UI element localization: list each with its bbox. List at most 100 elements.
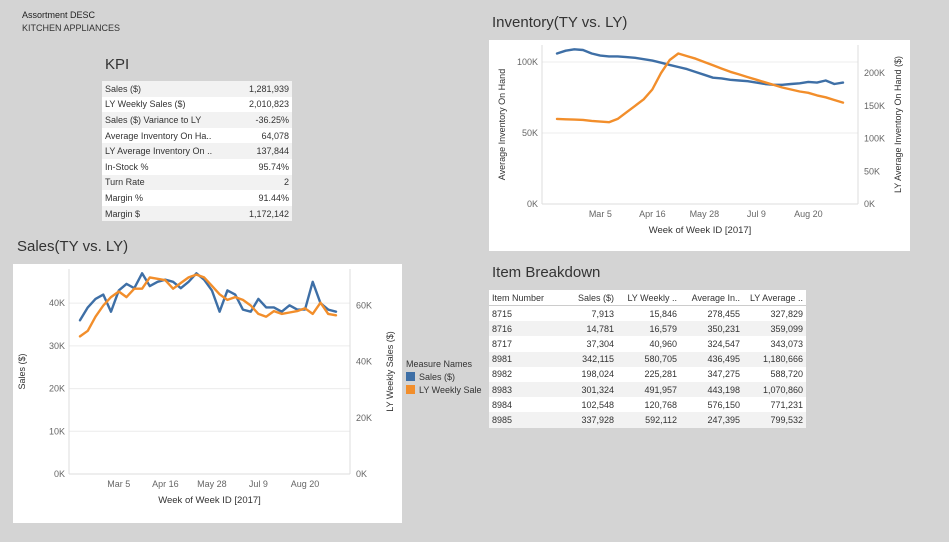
- sales-chart[interactable]: 0K 10K 20K 30K 40K 0K 20K 40K 60K Mar 5 Apr 16 May …: [13, 264, 402, 523]
- column-header[interactable]: Average In..: [680, 290, 743, 306]
- kpi-label: Sales ($): [105, 83, 142, 94]
- y-left-axis-label: Average Inventory On Hand: [497, 69, 507, 180]
- y-right-axis-label: LY Weekly Sales ($): [385, 331, 395, 412]
- table-cell: 8983: [492, 384, 513, 395]
- table-cell: 443,198: [707, 384, 740, 395]
- inventory-chart-title: Inventory(TY vs. LY): [492, 14, 628, 31]
- table-cell: 8984: [492, 399, 513, 410]
- table-cell: 1,180,666: [762, 354, 803, 365]
- y-right-tick-label: 0K: [356, 469, 367, 479]
- sales-chart-title: Sales(TY vs. LY): [17, 238, 129, 255]
- legend-title: Measure Names: [406, 359, 473, 369]
- column-header[interactable]: LY Average ..: [743, 290, 806, 306]
- y-right-tick-label: 40K: [356, 357, 372, 367]
- y-right-axis-label: LY Average Inventory On Hand ($): [893, 56, 903, 193]
- table-cell: 301,324: [581, 384, 614, 395]
- kpi-value: 95.74%: [258, 161, 289, 172]
- table-cell: 592,112: [645, 414, 677, 425]
- y-left-tick-label: 40K: [49, 298, 65, 308]
- kpi-label: Margin %: [105, 192, 144, 203]
- kpi-row: Margin % 91.44%: [102, 190, 292, 206]
- table-cell: 8717: [492, 338, 513, 349]
- kpi-row: Sales ($) 1,281,939: [102, 81, 292, 97]
- column-header[interactable]: Item Number: [489, 290, 557, 306]
- table-cell: 102,548: [581, 399, 614, 410]
- y-left-tick-label: 0K: [527, 199, 538, 209]
- table-row[interactable]: 8716 14,781 16,579 350,231 359,099: [489, 321, 806, 337]
- table-cell: 8982: [492, 369, 513, 380]
- item-breakdown-table: Item Number Sales ($) LY Weekly .. Average …: [489, 290, 806, 428]
- x-tick-label: Jul 9: [249, 479, 268, 489]
- table-cell: 337,928: [581, 414, 614, 425]
- kpi-label: Margin $: [105, 208, 141, 219]
- table-cell: 8985: [492, 414, 513, 425]
- x-tick-label: Mar 5: [107, 479, 130, 489]
- legend-item-sales[interactable]: Sales ($): [406, 372, 482, 382]
- kpi-value: 2: [283, 177, 289, 188]
- series-line[interactable]: [555, 48, 845, 86]
- kpi-value: 137,844: [256, 146, 289, 157]
- y-left-tick-label: 50K: [522, 128, 538, 138]
- y-left-tick-label: 100K: [517, 57, 538, 67]
- kpi-row: In-Stock % 95.74%: [102, 159, 292, 175]
- table-cell: 278,455: [707, 308, 740, 319]
- table-row[interactable]: 8983 301,324 491,957 443,198 1,070,860: [489, 381, 806, 398]
- table-cell: 1,070,860: [762, 384, 803, 395]
- sales-chart-panel[interactable]: 0K 10K 20K 30K 40K 0K 20K 40K 60K Mar 5 Apr 16 May …: [13, 264, 402, 523]
- kpi-value: 2,010,823: [248, 99, 289, 110]
- table-cell: 8981: [492, 354, 513, 365]
- table-row[interactable]: 8985 337,928 592,112 247,395 799,532: [489, 412, 806, 428]
- kpi-value: 64,078: [261, 130, 289, 141]
- column-header[interactable]: LY Weekly ..: [617, 290, 680, 306]
- x-axis-label: Week of Week ID [2017]: [649, 225, 752, 236]
- kpi-row: LY Average Inventory On .. 137,844: [102, 143, 292, 159]
- y-left-tick-label: 0K: [54, 469, 65, 479]
- table-cell: 327,829: [770, 308, 803, 319]
- series-line[interactable]: [78, 272, 338, 322]
- table-cell: 359,099: [770, 323, 803, 334]
- y-left-tick-label: 10K: [49, 426, 65, 436]
- legend-label-ly: LY Weekly Sale: [419, 385, 482, 395]
- kpi-label: Sales ($) Variance to LY: [105, 114, 202, 125]
- table-cell: 576,150: [707, 399, 740, 410]
- table-row[interactable]: 8982 198,024 225,281 347,275 588,720: [489, 367, 806, 382]
- table-row[interactable]: 8717 37,304 40,960 324,547 343,073: [489, 336, 806, 351]
- series-line[interactable]: [555, 52, 845, 124]
- table-row[interactable]: 8984 102,548 120,768 576,150 771,231: [489, 397, 806, 412]
- kpi-title: KPI: [105, 56, 130, 73]
- table-cell: 225,281: [644, 369, 677, 380]
- table-row[interactable]: 8715 7,913 15,846 278,455 327,829: [489, 306, 806, 322]
- series-line[interactable]: [78, 273, 338, 338]
- table-cell: 8716: [492, 323, 513, 334]
- measure-legend: Measure Names Sales ($) LY Weekly Sale: [406, 359, 482, 395]
- column-header[interactable]: Sales ($): [557, 290, 617, 306]
- kpi-table: Sales ($) 1,281,939 LY Weekly Sales ($) 2,0…: [102, 81, 292, 222]
- legend-swatch-sales: [406, 372, 415, 381]
- x-tick-label: Apr 16: [152, 479, 179, 489]
- kpi-row: Turn Rate 2: [102, 174, 292, 191]
- y-left-tick-label: 30K: [49, 341, 65, 351]
- table-cell: 342,115: [582, 354, 614, 365]
- y-right-tick-label: 150K: [864, 101, 885, 111]
- y-left-axis-label: Sales ($): [17, 353, 27, 389]
- x-tick-label: Aug 20: [794, 209, 823, 219]
- x-tick-label: May 28: [197, 479, 227, 489]
- kpi-label: Average Inventory On Ha..: [105, 130, 212, 141]
- inventory-chart[interactable]: 0K 50K 100K 0K 50K 100K 150K 200K Mar 5 Apr 16 May…: [489, 40, 910, 251]
- kpi-value: 1,281,939: [248, 83, 289, 94]
- table-cell: 14,781: [586, 323, 614, 334]
- kpi-value: 1,172,142: [248, 208, 289, 219]
- table-cell: 8715: [492, 308, 513, 319]
- inventory-chart-panel[interactable]: 0K 50K 100K 0K 50K 100K 150K 200K Mar 5 Apr 16 May…: [489, 40, 910, 251]
- kpi-value: -36.25%: [255, 114, 289, 125]
- table-cell: 247,395: [707, 414, 740, 425]
- legend-item-ly-weekly-sales[interactable]: LY Weekly Sale: [406, 385, 482, 395]
- y-right-tick-label: 200K: [864, 68, 885, 78]
- table-cell: 324,547: [707, 338, 740, 349]
- y-right-tick-label: 100K: [864, 134, 885, 144]
- table-row[interactable]: 8981 342,115 580,705 436,495 1,180,666: [489, 351, 806, 367]
- table-cell: 16,579: [649, 323, 677, 334]
- legend-swatch-ly: [406, 385, 415, 394]
- table-cell: 588,720: [770, 369, 803, 380]
- y-left-tick-label: 20K: [49, 384, 65, 394]
